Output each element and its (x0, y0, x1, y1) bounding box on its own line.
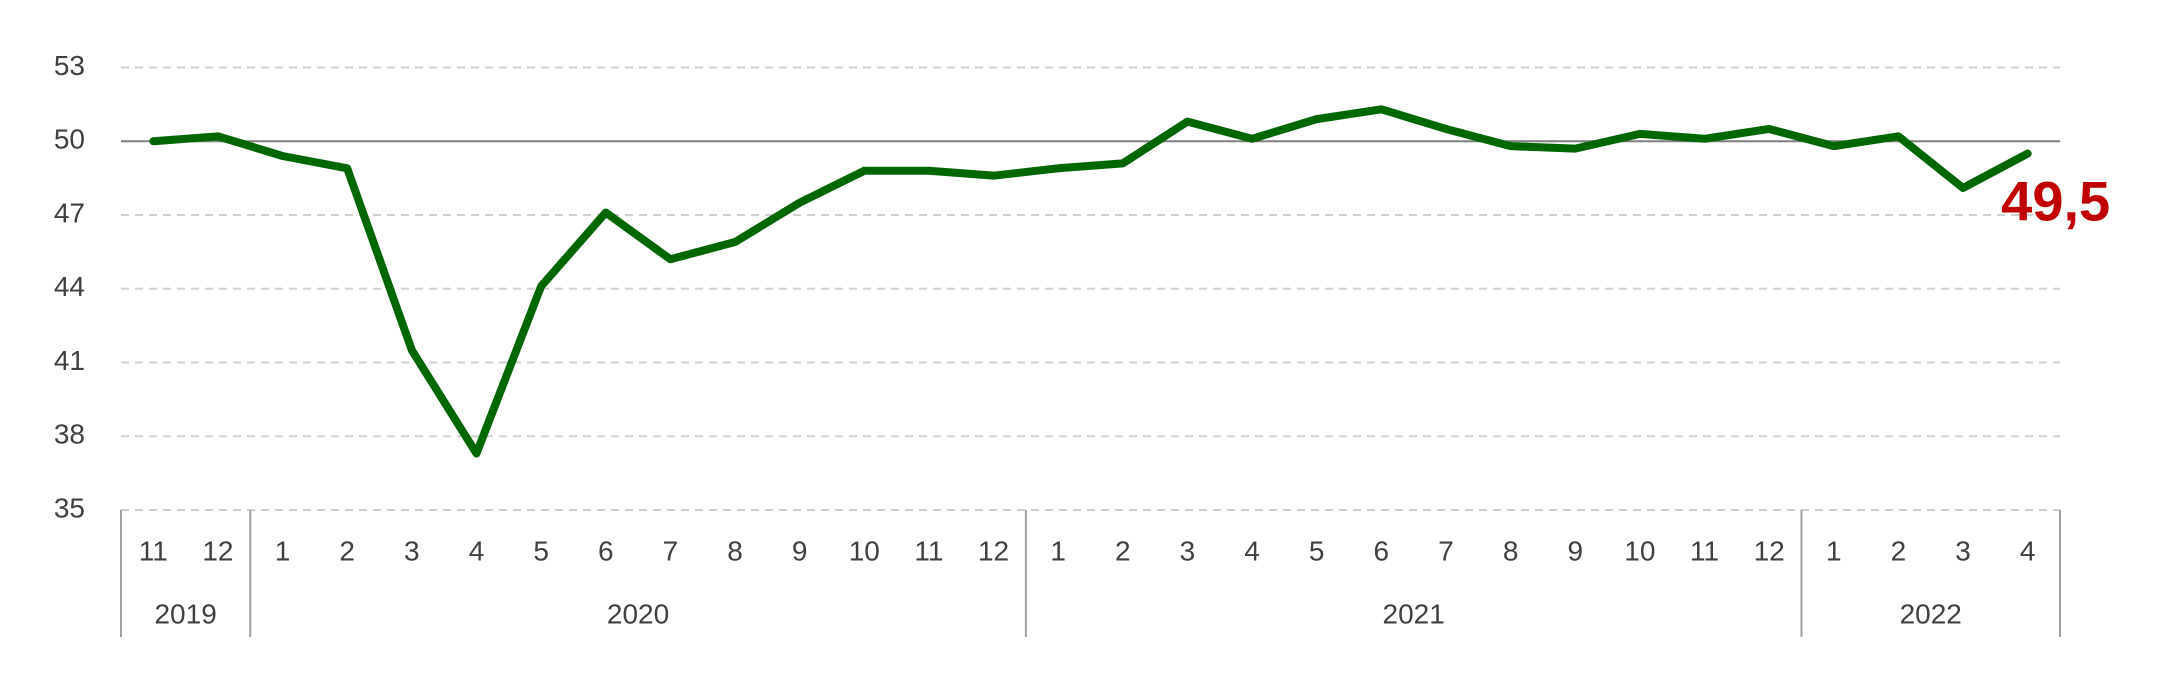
x-tick-label: 12 (978, 535, 1009, 566)
x-tick-label: 4 (469, 535, 485, 566)
y-tick-label: 41 (54, 345, 85, 376)
x-tick-label: 1 (1826, 535, 1842, 566)
y-tick-label: 44 (54, 271, 85, 302)
x-tick-label: 11 (914, 535, 943, 566)
x-tick-label: 1 (275, 535, 291, 566)
x-group-label: 2020 (607, 598, 669, 629)
x-tick-label: 8 (727, 535, 743, 566)
x-tick-label: 5 (533, 535, 549, 566)
x-tick-label: 12 (202, 535, 233, 566)
x-tick-label: 10 (849, 535, 880, 566)
x-tick-label: 6 (598, 535, 614, 566)
x-tick-label: 2 (1891, 535, 1907, 566)
x-tick-label: 12 (1754, 535, 1785, 566)
x-tick-label: 10 (1624, 535, 1655, 566)
x-tick-label: 9 (1567, 535, 1583, 566)
x-tick-label: 7 (663, 535, 679, 566)
x-tick-label: 3 (1180, 535, 1196, 566)
y-tick-label: 50 (54, 124, 85, 155)
x-tick-label: 1 (1050, 535, 1066, 566)
x-tick-label: 3 (404, 535, 420, 566)
y-tick-label: 35 (54, 492, 85, 523)
y-tick-label: 47 (54, 197, 85, 228)
y-tick-label: 38 (54, 419, 85, 450)
x-tick-label: 4 (1244, 535, 1260, 566)
x-tick-label: 8 (1503, 535, 1519, 566)
data-line (149, 105, 2032, 458)
x-tick-label: 7 (1438, 535, 1454, 566)
x-tick-label: 5 (1309, 535, 1325, 566)
x-tick-label: 11 (1690, 535, 1719, 566)
x-tick-label: 6 (1374, 535, 1390, 566)
x-tick-label: 2 (339, 535, 355, 566)
x-group-label: 2019 (154, 598, 216, 629)
x-tick-label: 4 (2020, 535, 2036, 566)
x-tick-label: 9 (792, 535, 808, 566)
x-tick-label: 11 (139, 535, 168, 566)
x-tick-label: 2 (1115, 535, 1131, 566)
y-tick-label: 53 (54, 50, 85, 81)
x-tick-label: 3 (1955, 535, 1971, 566)
x-group-label: 2022 (1900, 598, 1962, 629)
value-label: 49,5 (2001, 169, 2110, 232)
x-group-label: 2021 (1383, 598, 1445, 629)
